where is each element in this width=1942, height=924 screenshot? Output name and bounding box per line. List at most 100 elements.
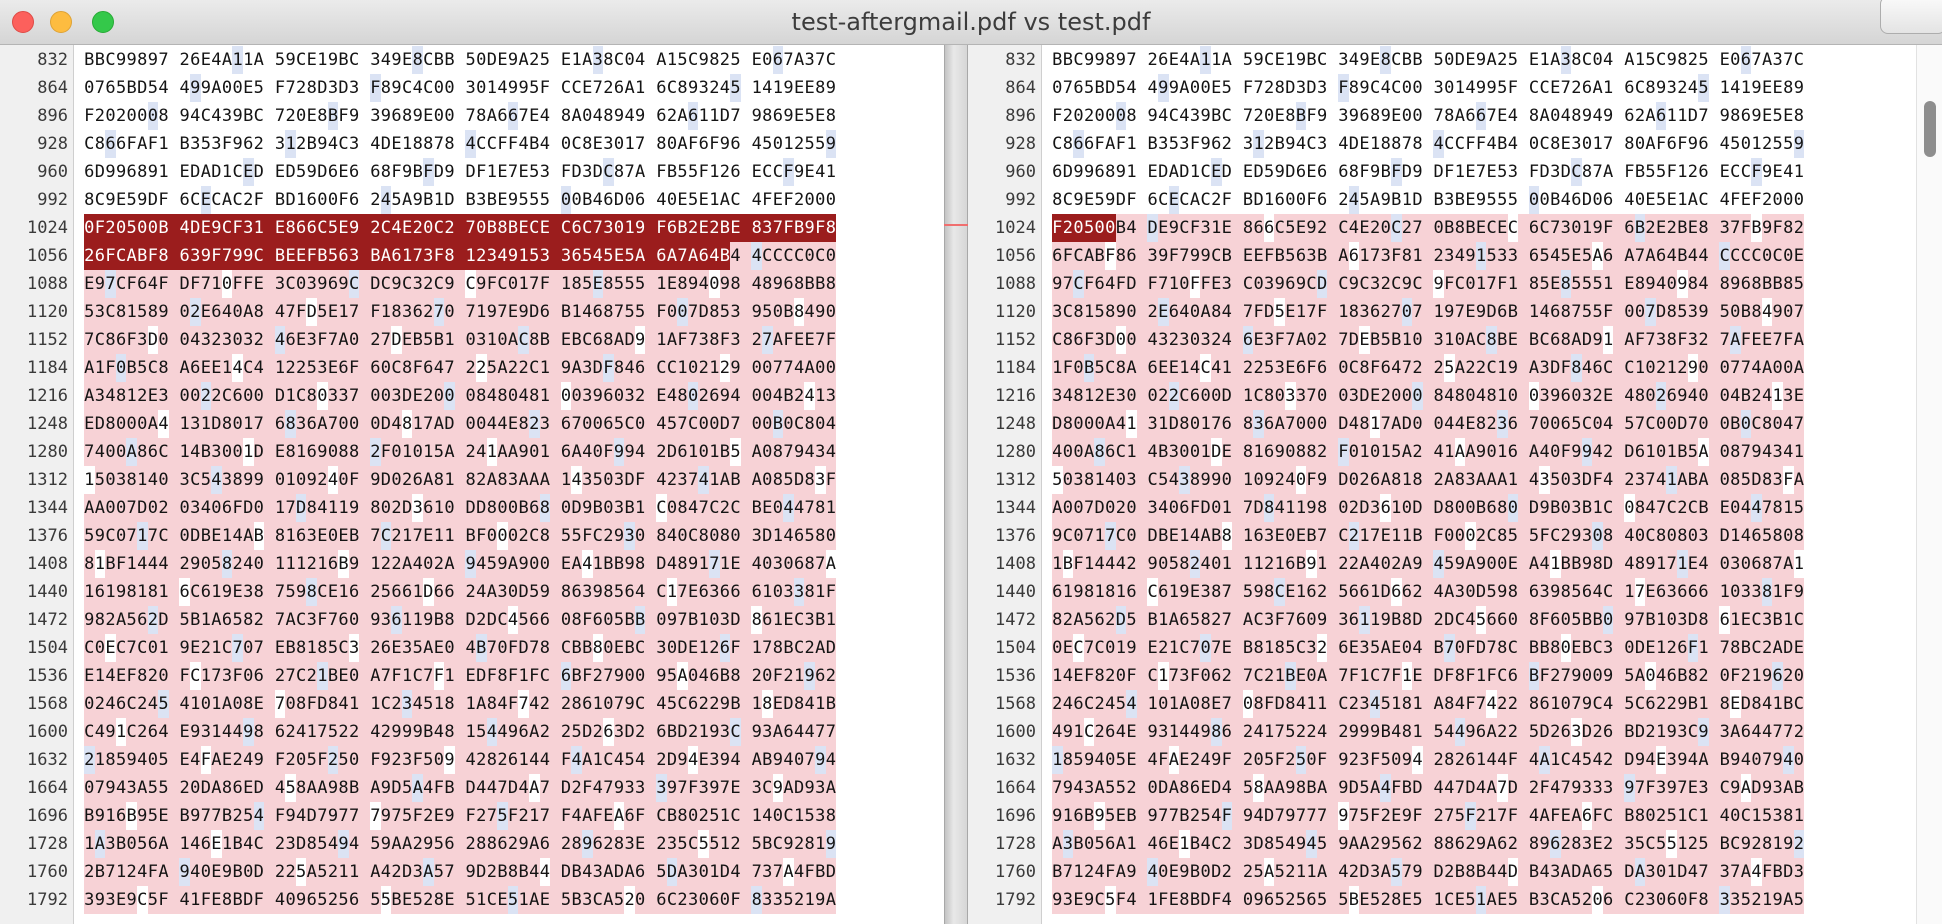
hex-bytes[interactable]: E14EF820 FC173F06 27C21BE0 A7F1C7F1 EDF8… <box>84 662 837 690</box>
hex-bytes[interactable]: B916B95E B977B254 F94D7977 7975F2E9 F275… <box>84 802 837 830</box>
hex-bytes[interactable]: 6FCABF86 39F799CB EEFB563B A6173F81 2349… <box>1052 242 1805 270</box>
hex-bytes[interactable]: 0765BD54 499A00E5 F728D3D3 F89C4C00 3014… <box>1052 74 1804 102</box>
hex-bytes[interactable]: 246C2454 101A08E7 08FD8411 C2345181 A84F… <box>1052 690 1805 718</box>
hex-bytes[interactable]: 2B7124FA 940E9B0D 225A5211 A42D3A57 9D2B… <box>84 858 837 886</box>
line-number: 896 <box>37 106 68 126</box>
hex-bytes[interactable]: 81BF1444 29058240 111216B9 122A402A 9459… <box>84 550 836 578</box>
hex-bytes[interactable]: 0EC7C019 E21C707E B8185C32 6E35AE04 B70F… <box>1052 634 1805 662</box>
hex-bytes[interactable]: 1F0B5C8A 6EE14C41 2253E6F6 0C8F6472 25A2… <box>1052 354 1805 382</box>
hex-bytes[interactable]: 916B95EB 977B254F 94D79777 975F2E9F 275F… <box>1052 802 1805 830</box>
line-number: 1632 <box>27 750 68 770</box>
hex-row: 864 0765BD54 499A00E5 F728D3D3 F89C4C00 3… <box>0 74 944 102</box>
hex-bytes[interactable]: 14EF820F C173F062 7C21BE0A 7F1C7F1E DF8F… <box>1052 662 1805 690</box>
hex-bytes[interactable]: A34812E3 0022C600 D1C80337 003DE200 0848… <box>84 382 837 410</box>
hex-bytes[interactable]: 34812E30 022C600D 1C803370 03DE2000 8480… <box>1052 382 1805 410</box>
hex-bytes[interactable]: ED8000A4 131D8017 6836A700 0D4817AD 0044… <box>84 410 837 438</box>
hex-bytes[interactable]: 53C81589 02E640A8 47FD5E17 F1836270 7197… <box>84 298 837 326</box>
hex-bytes[interactable]: 491C264E 93144986 24175224 2999B481 5449… <box>1052 718 1805 746</box>
hex-bytes[interactable]: 0F20500B 4DE9CF31 E866C5E9 2C4E20C2 70B8… <box>84 214 837 242</box>
line-number: 1632 <box>995 750 1036 770</box>
line-number: 1056 <box>995 246 1036 266</box>
right-diff-pane[interactable]: 832 BBC99897 26E4A11A 59CE19BC 349E8CBB 5… <box>968 45 1942 924</box>
hex-bytes[interactable]: AA007D02 03406FD0 17D84119 802D3610 DD80… <box>84 494 837 522</box>
hex-bytes[interactable]: BBC99897 26E4A11A 59CE19BC 349E8CBB 50DE… <box>1052 46 1804 74</box>
hex-row: 864 0765BD54 499A00E5 F728D3D3 F89C4C00 3… <box>968 74 1942 102</box>
hex-bytes[interactable]: 400A86C1 4B3001DE 81690882 F01015A2 41AA… <box>1052 438 1805 466</box>
line-number: 1600 <box>27 722 68 742</box>
line-number: 1760 <box>995 862 1036 882</box>
title-bar: test-aftergmail.pdf vs test.pdf <box>0 0 1942 45</box>
hex-row: 832 BBC99897 26E4A11A 59CE19BC 349E8CBB 5… <box>968 46 1942 74</box>
hex-bytes[interactable]: B7124FA9 40E9B0D2 25A5211A 42D3A579 D2B8… <box>1052 858 1805 886</box>
pane-splitter[interactable] <box>944 45 968 924</box>
line-number: 1408 <box>995 554 1036 574</box>
hex-bytes[interactable]: 7C86F3D0 04323032 46E3F7A0 27DEB5B1 0310… <box>84 326 837 354</box>
hex-bytes[interactable]: A3B056A1 46E1B4C2 3D854945 9AA29562 8862… <box>1052 830 1805 858</box>
close-button[interactable] <box>12 11 34 33</box>
hex-bytes[interactable]: 61981816 C619E387 598CE162 5661D662 4A30… <box>1052 578 1805 606</box>
line-number: 1472 <box>995 610 1036 630</box>
hex-bytes[interactable]: C0EC7C01 9E21C707 EB8185C3 26E35AE0 4B70… <box>84 634 837 662</box>
line-number: 1088 <box>995 274 1036 294</box>
hex-bytes[interactable]: D8000A41 31D80176 836A7000 D4817AD0 044E… <box>1052 410 1805 438</box>
hex-bytes[interactable]: 8C9E59DF 6CECAC2F BD1600F6 245A9B1D B3BE… <box>1052 186 1804 214</box>
left-diff-pane[interactable]: 832 BBC99897 26E4A11A 59CE19BC 349E8CBB 5… <box>0 45 944 924</box>
line-number-gutter <box>968 45 1042 924</box>
hex-row: 1216 A34812E3 0022C600 D1C80337 003DE200 … <box>0 382 944 410</box>
toolbar-toggle-button[interactable] <box>1880 0 1942 34</box>
hex-bytes[interactable]: 82A562D5 B1A65827 AC3F7609 36119B8D 2DC4… <box>1052 606 1805 634</box>
hex-bytes[interactable]: E97CF64F DF710FFE 3C03969C DC9C32C9 C9FC… <box>84 270 837 298</box>
hex-row: 1536 E14EF820 FC173F06 27C21BE0 A7F1C7F1 … <box>0 662 944 690</box>
hex-bytes[interactable]: 16198181 6C619E38 7598CE16 25661D66 24A3… <box>84 578 837 606</box>
hex-bytes[interactable]: C491C264 E9314498 62417522 42999B48 1544… <box>84 718 837 746</box>
hex-bytes[interactable]: BBC99897 26E4A11A 59CE19BC 349E8CBB 50DE… <box>84 46 836 74</box>
line-number: 992 <box>1005 190 1036 210</box>
minimize-button[interactable] <box>50 11 72 33</box>
hex-bytes[interactable]: 15038140 3C543899 0109240F 9D026A81 82A8… <box>84 466 837 494</box>
hex-row: 1120 53C81589 02E640A8 47FD5E17 F1836270 … <box>0 298 944 326</box>
hex-bytes[interactable]: 59C0717C 0DBE14AB 8163E0EB 7C217E11 BF00… <box>84 522 837 550</box>
hex-bytes[interactable]: 8C9E59DF 6CECAC2F BD1600F6 245A9B1D B3BE… <box>84 186 836 214</box>
hex-bytes[interactable]: 1859405E 4FAE249F 205F250F 923F5094 2826… <box>1052 746 1805 774</box>
hex-bytes[interactable]: 7400A86C 14B3001D E8169088 2F01015A 241A… <box>84 438 837 466</box>
hex-row: 1184 1F0B5C8A 6EE14C41 2253E6F6 0C8F6472 … <box>968 354 1942 382</box>
vertical-scrollbar[interactable] <box>1916 45 1942 924</box>
hex-row: 1632 21859405 E4FAE249 F205F250 F923F509 … <box>0 746 944 774</box>
hex-bytes[interactable]: 0246C245 4101A08E 708FD841 1C234518 1A84… <box>84 690 837 718</box>
scrollbar-thumb[interactable] <box>1924 101 1936 157</box>
line-number: 1312 <box>27 470 68 490</box>
line-number: 864 <box>1005 78 1036 98</box>
hex-row: 1280 7400A86C 14B3001D E8169088 2F01015A … <box>0 438 944 466</box>
hex-bytes[interactable]: 21859405 E4FAE249 F205F250 F923F509 4282… <box>84 746 837 774</box>
hex-bytes[interactable]: 50381403 C5438990 109240F9 D026A818 2A83… <box>1052 466 1805 494</box>
hex-bytes[interactable]: A1F0B5C8 A6EE14C4 12253E6F 60C8F647 225A… <box>84 354 837 382</box>
hex-bytes[interactable]: 6D996891 EDAD1CED ED59D6E6 68F9BFD9 DF1E… <box>84 158 836 186</box>
hex-bytes[interactable]: 93E9C5F4 1FE8BDF4 09652565 5BE528E5 1CE5… <box>1052 886 1805 914</box>
hex-bytes[interactable]: 07943A55 20DA86ED 458AA98B A9D5A4FB D447… <box>84 774 837 802</box>
hex-bytes[interactable]: A007D020 3406FD01 7D841198 02D3610D D800… <box>1052 494 1805 522</box>
hex-bytes[interactable]: F20500B4 DE9CF31E 866C5E92 C4E20C27 0B8B… <box>1052 214 1805 242</box>
hex-bytes[interactable]: 393E9C5F 41FE8BDF 40965256 55BE528E 51CE… <box>84 886 837 914</box>
hex-row: 1600 491C264E 93144986 24175224 2999B481 … <box>968 718 1942 746</box>
hex-bytes[interactable]: 3C815890 2E640A84 7FD5E17F 18362707 197E… <box>1052 298 1805 326</box>
hex-row: 1760 B7124FA9 40E9B0D2 25A5211A 42D3A579 … <box>968 858 1942 886</box>
hex-bytes[interactable]: 6D996891 EDAD1CED ED59D6E6 68F9BFD9 DF1E… <box>1052 158 1804 186</box>
hex-row: 1760 2B7124FA 940E9B0D 225A5211 A42D3A57 … <box>0 858 944 886</box>
hex-bytes[interactable]: 7943A552 0DA86ED4 58AA98BA 9D5A4FBD 447D… <box>1052 774 1805 802</box>
hex-row: 1056 6FCABF86 39F799CB EEFB563B A6173F81 … <box>968 242 1942 270</box>
hex-bytes[interactable]: 982A562D 5B1A6582 7AC3F760 936119B8 D2DC… <box>84 606 837 634</box>
hex-bytes[interactable]: 97CF64FD F710FFE3 C03969CD C9C32C9C 9FC0… <box>1052 270 1805 298</box>
hex-bytes[interactable]: 1BF14442 90582401 11216B91 22A402A9 459A… <box>1052 550 1804 578</box>
hex-bytes[interactable]: C866FAF1 B353F962 312B94C3 4DE18878 4CCF… <box>84 130 837 158</box>
zoom-button[interactable] <box>92 11 114 33</box>
hex-bytes[interactable]: C86F3D00 43230324 6E3F7A02 7DEB5B10 310A… <box>1052 326 1805 354</box>
hex-bytes[interactable]: F2020008 94C439BC 720E8BF9 39689E00 78A6… <box>84 102 836 130</box>
hex-bytes[interactable]: 0765BD54 499A00E5 F728D3D3 F89C4C00 3014… <box>84 74 836 102</box>
hex-row: 1088 E97CF64F DF710FFE 3C03969C DC9C32C9 … <box>0 270 944 298</box>
hex-bytes[interactable]: C866FAF1 B353F962 312B94C3 4DE18878 4CCF… <box>1052 130 1805 158</box>
line-number-gutter <box>0 45 74 924</box>
hex-bytes[interactable]: 26FCABF8 639F799C BEEFB563 BA6173F8 1234… <box>84 242 837 270</box>
hex-bytes[interactable]: F2020008 94C439BC 720E8BF9 39689E00 78A6… <box>1052 102 1804 130</box>
hex-bytes[interactable]: 9C0717C0 DBE14AB8 163E0EB7 C217E11B F000… <box>1052 522 1805 550</box>
hex-bytes[interactable]: 1A3B056A 146E1B4C 23D85494 59AA2956 2886… <box>84 830 837 858</box>
